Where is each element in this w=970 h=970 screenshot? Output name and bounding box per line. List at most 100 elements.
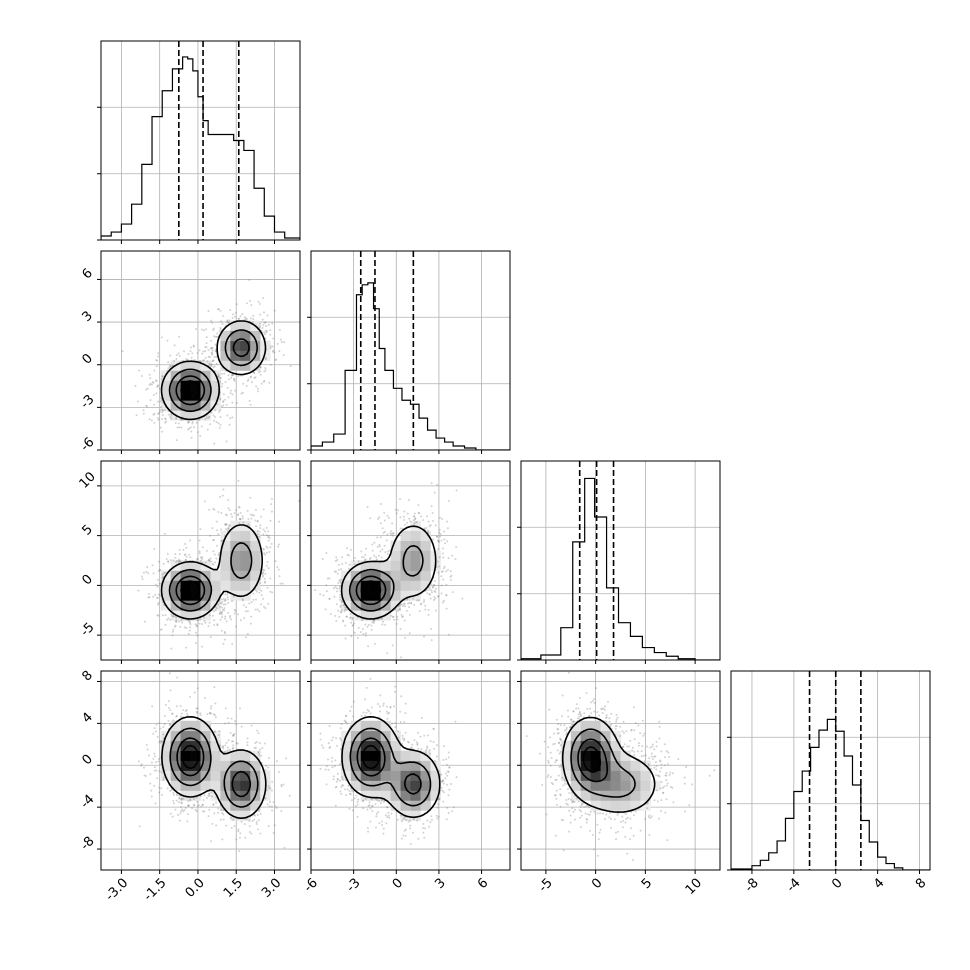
density-bin	[220, 550, 231, 561]
density-bin	[220, 570, 231, 581]
density-bin	[610, 740, 621, 751]
density-bin	[190, 600, 201, 611]
density-bin	[350, 750, 362, 761]
scatter-points	[137, 672, 291, 853]
density-bin	[210, 790, 221, 801]
density-bin	[190, 570, 201, 581]
density-bin	[410, 530, 421, 541]
density-bin	[380, 590, 391, 601]
density-bin	[160, 580, 172, 591]
density-bin	[580, 720, 592, 732]
density-bin	[160, 390, 172, 401]
histogram-steps	[101, 56, 300, 240]
tick-label-y: 4	[79, 710, 95, 726]
density-bin	[610, 780, 621, 791]
density-bin	[240, 530, 251, 541]
density-bin	[170, 780, 181, 791]
density-bin	[240, 560, 251, 571]
tick-label-y: 0	[79, 351, 95, 367]
density-bin	[630, 760, 641, 771]
density-bin	[180, 750, 191, 761]
density-bin	[190, 410, 201, 421]
density-bin	[620, 800, 631, 811]
tick-label-y: 6	[79, 266, 95, 282]
density-bin	[600, 730, 611, 742]
density-bin	[380, 770, 391, 781]
density-bin	[560, 740, 572, 751]
tick-label-x: 6	[475, 876, 491, 892]
panel-frame	[310, 460, 511, 661]
density-bin	[350, 760, 362, 771]
density-bin	[210, 390, 221, 401]
density-bin	[370, 740, 382, 751]
contour-line	[169, 727, 259, 808]
density-bin	[410, 580, 421, 591]
density-bin	[200, 760, 211, 771]
density-bin	[180, 780, 191, 791]
density-bin	[420, 530, 431, 541]
density-bin	[210, 760, 221, 771]
density-bin	[250, 570, 261, 581]
density-bin	[390, 790, 401, 801]
density-bin	[420, 550, 431, 561]
density-bin	[180, 370, 191, 381]
density-bin	[230, 320, 241, 331]
contour-line	[341, 716, 441, 819]
density-bin	[200, 390, 211, 401]
density-bin	[230, 790, 241, 801]
density-bin	[240, 340, 251, 351]
density-bin	[560, 760, 572, 771]
density-bin	[590, 770, 601, 781]
density-bin	[240, 770, 251, 781]
density-bin	[210, 570, 221, 581]
density-bin	[410, 550, 421, 561]
density-bin	[360, 720, 372, 732]
tick-label-x: -6	[301, 876, 321, 896]
density-bin	[360, 590, 372, 601]
histogram-panel-p2	[517, 460, 721, 664]
contour-line	[355, 575, 387, 606]
density-bin	[240, 580, 251, 591]
density-bin	[590, 760, 601, 771]
tick-label-y: 3	[79, 309, 95, 325]
tick-label-x: 0.0	[183, 876, 208, 901]
tick-label-y: -6	[78, 435, 98, 455]
density-bin	[420, 780, 431, 791]
density-bin	[240, 360, 251, 371]
density-bin	[230, 350, 241, 361]
density-bin	[360, 610, 372, 621]
density-bin	[370, 750, 382, 761]
contour-line	[356, 737, 422, 795]
density-bin	[580, 780, 592, 791]
scatter-panel-p0-p2	[97, 460, 301, 664]
density-bin	[250, 340, 261, 351]
contour-line	[570, 728, 636, 798]
density-bin	[170, 390, 181, 401]
density-bin	[180, 600, 191, 611]
density-bin	[410, 750, 421, 761]
panel-frame	[100, 670, 301, 871]
density-bin	[570, 780, 582, 791]
density-bin	[350, 740, 362, 751]
contour-line	[349, 727, 432, 807]
density-bin	[340, 580, 352, 591]
density-bin	[190, 400, 201, 411]
density-bin	[590, 740, 601, 751]
density-bin	[220, 350, 231, 361]
density-bin	[190, 750, 201, 761]
contour-line	[175, 338, 250, 406]
density-bin	[180, 380, 191, 391]
density-bin	[160, 750, 172, 761]
density-bin	[380, 560, 391, 571]
tick-label-x: -3	[344, 876, 364, 896]
contour-line	[160, 320, 267, 421]
density-bin	[400, 790, 411, 801]
tick-label-x: 3	[432, 876, 448, 892]
contour-line	[340, 525, 437, 620]
panel-frame	[100, 460, 301, 661]
density-bin	[420, 580, 431, 591]
density-bin	[570, 760, 582, 771]
density-bin	[220, 560, 231, 571]
density-bin	[370, 580, 382, 591]
